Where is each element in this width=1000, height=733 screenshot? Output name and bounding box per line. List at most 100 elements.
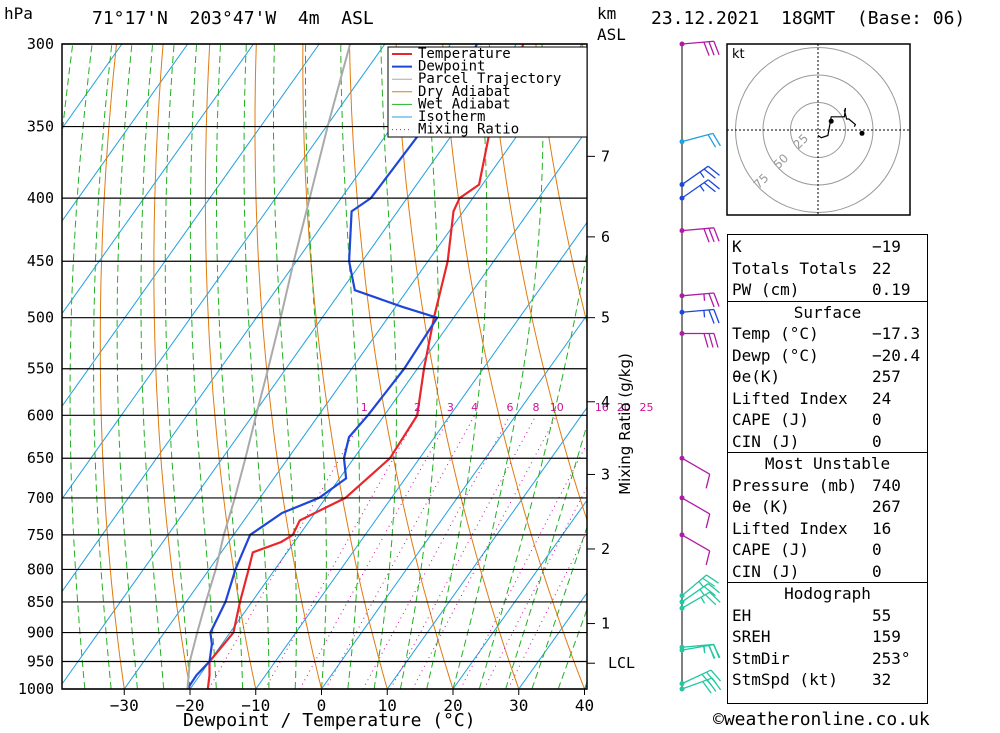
wind-barb <box>679 677 722 694</box>
index-value: −19 <box>871 237 901 257</box>
wind-barb-flag <box>702 681 712 694</box>
index-row: StmSpd (kt) 32 <box>728 669 927 691</box>
legend-label: Isotherm <box>418 109 485 125</box>
index-label: CAPE (J) <box>732 540 810 560</box>
wet-adiabat-line <box>164 44 191 689</box>
hodograph-trace <box>817 107 857 139</box>
wind-barb-flag <box>713 333 719 348</box>
wind-barb-staff <box>681 497 711 515</box>
wind-barb-flag <box>705 513 711 529</box>
wind-barb-flag <box>703 585 716 597</box>
index-value: −17.3 <box>871 324 921 344</box>
dry-adiabat-line <box>302 44 388 689</box>
dry-adiabat-line <box>955 44 1000 689</box>
wind-barb-staff <box>681 308 714 313</box>
index-label: CAPE (J) <box>732 410 810 430</box>
index-row: Temp (°C) −17.3 <box>728 323 927 345</box>
wet-adiabat-line <box>189 44 217 689</box>
dry-adiabat-line <box>99 44 125 689</box>
wind-barb <box>679 330 719 348</box>
wind-barb-flag <box>708 228 715 243</box>
index-value: 24 <box>871 388 892 408</box>
wind-barb-flag <box>707 179 720 190</box>
index-value: 22 <box>871 258 892 278</box>
pressure-tick-label: 800 <box>27 560 54 578</box>
wind-barb-half-flag <box>703 310 706 318</box>
wind-barb-flag <box>705 671 717 684</box>
wind-barb <box>679 455 711 489</box>
hodograph-unit: kt <box>732 47 745 62</box>
pressure-tick-label: 600 <box>27 406 54 424</box>
wind-barb-staff <box>681 669 712 685</box>
wind-barb-flag <box>713 644 720 659</box>
isotherm-line <box>386 406 587 689</box>
index-label: θe(K) <box>732 367 781 387</box>
wind-barb-flag <box>703 333 709 348</box>
isotherm-line <box>62 44 123 130</box>
wind-barb-flag <box>707 583 720 594</box>
height-tick-label: 7 <box>601 147 610 165</box>
height-tick-label: 4 <box>601 393 610 411</box>
mixing-ratio-label: 6 <box>507 401 514 414</box>
wind-barb-flag <box>713 40 720 56</box>
pressure-tick-label: 450 <box>27 252 54 270</box>
height-unit-label: km <box>597 4 617 23</box>
wet-adiabat-line <box>92 44 113 689</box>
legend-label: Dry Adiabat <box>418 84 511 100</box>
pressure-tick-label: 750 <box>27 526 54 544</box>
wet-adiabat-line <box>305 44 327 689</box>
isotherm-line <box>62 44 189 222</box>
x-tick-label: 40 <box>575 696 594 715</box>
index-row: EH 55 <box>728 605 927 627</box>
pressure-tick-label: 300 <box>27 35 54 53</box>
wet-adiabat-line <box>140 44 165 689</box>
legend-label: Dewpoint <box>418 59 485 75</box>
wet-adiabat-line <box>531 525 587 689</box>
index-row: Dewp (°C) −20.4 <box>728 345 927 367</box>
wind-barb-half-flag <box>698 581 704 588</box>
isotherm-line <box>321 314 587 689</box>
dry-adiabat-line <box>204 44 257 689</box>
index-label: Lifted Index <box>732 388 848 408</box>
pressure-tick-label: 900 <box>27 624 54 642</box>
height-tick-label: 3 <box>601 465 610 483</box>
wind-barb <box>679 583 720 605</box>
wind-barb <box>679 179 720 201</box>
index-label: EH <box>732 605 752 625</box>
wind-barb-staff <box>681 643 714 648</box>
wind-barb <box>679 308 720 324</box>
pressure-tick-label: 400 <box>27 189 54 207</box>
index-value: 0 <box>871 431 882 451</box>
x-tick-label: 30 <box>509 696 528 715</box>
wind-barb-flag <box>708 41 715 56</box>
index-value: 32 <box>871 670 892 690</box>
index-value: 0 <box>871 540 882 560</box>
index-label: Lifted Index <box>732 518 848 538</box>
isotherm-line <box>255 221 587 689</box>
height-tick-label: LCL <box>608 654 635 672</box>
wind-barb-flag <box>706 574 719 584</box>
pressure-tick-label: 500 <box>27 309 54 327</box>
legend-label: Mixing Ratio <box>418 122 519 138</box>
wind-barb-staff <box>681 132 714 143</box>
index-value: 267 <box>871 497 901 517</box>
index-row: SREH 159 <box>728 626 927 648</box>
mixing-ratio-label: 20 <box>617 401 631 414</box>
wind-barb-flag <box>708 293 715 308</box>
wind-barb-staff <box>681 457 711 475</box>
wind-barb-flag <box>704 594 717 606</box>
wind-barb-flag <box>702 577 716 587</box>
index-row: Lifted Index 24 <box>728 388 927 410</box>
index-value: 0.19 <box>871 280 911 300</box>
copyright-text: ©weatheronline.co.uk <box>713 709 930 730</box>
wind-barb-flag <box>713 292 720 307</box>
index-value: −20.4 <box>871 345 921 365</box>
wind-barb-flag <box>703 228 710 243</box>
datetime-title: 23.12.2021 18GMT (Base: 06) <box>651 8 966 29</box>
legend-box <box>387 46 588 138</box>
wind-barb <box>679 132 721 148</box>
wind-barb-staff <box>681 40 714 45</box>
plot-frame <box>61 43 588 690</box>
